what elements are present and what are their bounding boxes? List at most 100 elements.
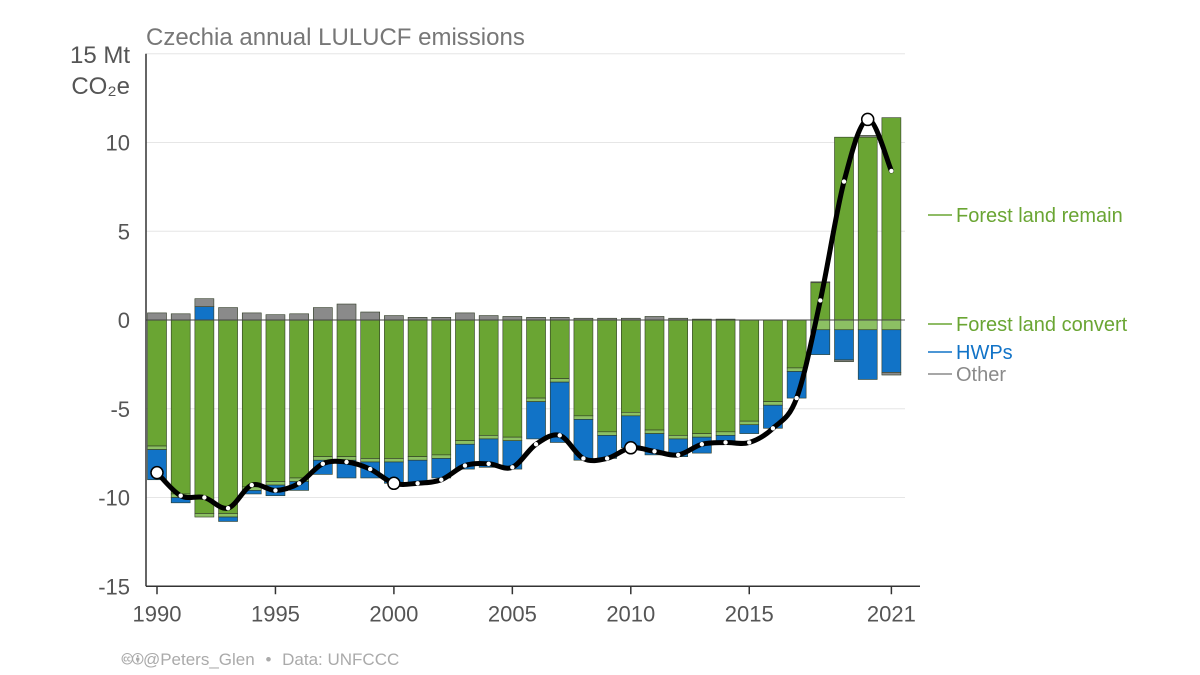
y-tick-label: -10 (98, 486, 130, 511)
bar-forest-land-remain-1999 (360, 319, 381, 459)
bar-hwps-1993 (218, 516, 238, 522)
footer: 🅭🅯@Peters_Glen • Data: UNFCCC (122, 650, 399, 671)
y-tick-label: 0 (118, 308, 130, 333)
author-handle: @Peters_Glen (142, 650, 255, 669)
x-tick-labels: 1990 1995 2000 2005 2010 2015 2021 (133, 586, 916, 626)
bar-hwps-2001 (407, 459, 428, 484)
bar-forest-land-convert-1990 (147, 445, 167, 450)
bar-forest-land-remain-1991 (170, 319, 191, 495)
data-source: Data: UNFCCC (282, 650, 400, 669)
bar-forest-land-remain-1998 (336, 319, 357, 457)
net-point-2010 (624, 441, 638, 455)
y-tick-label: 5 (118, 219, 130, 244)
bar-other-2000 (384, 315, 404, 321)
net-point-2007 (557, 433, 562, 438)
net-point-1999 (368, 466, 373, 472)
bar-other-1998 (336, 303, 357, 321)
bar-hwps-2019 (834, 329, 854, 361)
bar-other-1990 (147, 312, 167, 321)
x-tick-label: 1995 (251, 601, 300, 626)
net-point-2000 (387, 476, 401, 491)
net-point-1995 (273, 488, 278, 493)
bar-forest-land-convert-2011 (644, 429, 665, 434)
bar-forest-land-remain-2015 (739, 319, 760, 422)
bar-forest-land-remain-1995 (265, 319, 286, 482)
bar-forest-land-convert-2000 (384, 458, 404, 463)
net-point-2012 (675, 452, 681, 458)
y-tick-label: -5 (110, 397, 130, 422)
footer-separator: • (265, 650, 272, 669)
y-tick-label: -15 (98, 574, 130, 599)
license-icon: 🅭🅯 (122, 650, 143, 669)
bar-forest-land-convert-2007 (549, 378, 570, 383)
bar-hwps-2020 (857, 329, 878, 380)
bar-hwps-1992 (194, 306, 215, 321)
bars (146, 117, 905, 522)
x-tick-label: 2010 (606, 601, 655, 626)
net-point-2020 (860, 112, 875, 127)
bar-forest-land-remain-2017 (786, 319, 807, 369)
bar-forest-land-remain-2002 (431, 319, 452, 456)
x-tick-label: 2005 (488, 601, 537, 626)
y-tick-label: 10 (106, 131, 130, 156)
bar-forest-land-remain-2014 (715, 319, 736, 433)
bar-forest-land-convert-2002 (431, 454, 452, 459)
bar-forest-land-convert-2021 (881, 319, 902, 331)
net-point-2005 (510, 465, 515, 470)
bar-forest-land-convert-2012 (668, 435, 688, 440)
bar-forest-land-remain-2008 (573, 319, 594, 417)
bar-other-1996 (289, 313, 309, 321)
y-axis-label-unit: CO₂e (71, 73, 130, 100)
bar-forest-land-remain-2003 (455, 319, 475, 441)
bar-forest-land-convert-1992 (194, 513, 215, 518)
bar-forest-land-convert-2003 (455, 440, 475, 445)
bar-forest-land-remain-2001 (407, 319, 428, 457)
net-point-1991 (178, 493, 183, 498)
y-axis-label-top: 15 Mt (70, 42, 130, 69)
bar-forest-land-convert-2009 (597, 431, 617, 436)
bar-forest-land-convert-1993 (218, 513, 238, 518)
bar-other-1995 (265, 314, 286, 321)
x-tick-label: 2000 (369, 601, 418, 626)
legend-item: Other (956, 364, 1006, 386)
bar-other-1999 (360, 311, 381, 321)
bar-forest-land-remain-2016 (763, 319, 783, 402)
bar-other-2018 (810, 281, 831, 284)
net-point-2019 (841, 179, 847, 184)
net-line (150, 112, 894, 511)
bar-other-1997 (313, 307, 333, 321)
legend: Forest land remain Forest land convert HWP… (928, 205, 1128, 386)
bar-forest-land-convert-2004 (478, 435, 499, 440)
net-point-2001 (415, 481, 420, 486)
bar-forest-land-remain-2007 (549, 319, 570, 379)
bar-forest-land-remain-2010 (620, 319, 641, 413)
bar-other-2003 (455, 312, 475, 321)
bar-other-1991 (170, 313, 191, 321)
bar-forest-land-remain-1994 (241, 319, 262, 488)
bar-forest-land-convert-2001 (407, 456, 428, 461)
net-point-2004 (486, 461, 491, 466)
net-point-2013 (699, 442, 705, 447)
chart-title: Czechia annual LULUCF emissions (146, 24, 525, 51)
net-point-2015 (747, 440, 752, 445)
bar-forest-land-convert-2015 (739, 420, 760, 426)
net-point-1997 (320, 461, 326, 466)
bar-forest-land-remain-1990 (147, 319, 167, 447)
x-tick-label: 2021 (867, 601, 916, 626)
bar-forest-land-convert-2014 (715, 431, 736, 436)
net-point-2011 (652, 449, 657, 454)
net-point-1993 (225, 505, 231, 511)
net-point-2017 (794, 395, 799, 401)
bar-forest-land-remain-1992 (194, 319, 215, 514)
bar-other-2005 (502, 316, 523, 321)
bar-forest-land-remain-2020 (857, 136, 878, 321)
bar-forest-land-remain-2000 (384, 319, 404, 459)
bar-hwps-2015 (739, 424, 760, 434)
bar-forest-land-convert-1999 (360, 458, 381, 463)
legend-item: Forest land remain (956, 205, 1123, 227)
bar-forest-land-remain-2012 (668, 319, 688, 436)
bar-other-1993 (218, 307, 238, 321)
bar-other-1992 (194, 298, 215, 307)
net-point-1996 (296, 481, 302, 486)
net-point-2016 (770, 426, 776, 431)
